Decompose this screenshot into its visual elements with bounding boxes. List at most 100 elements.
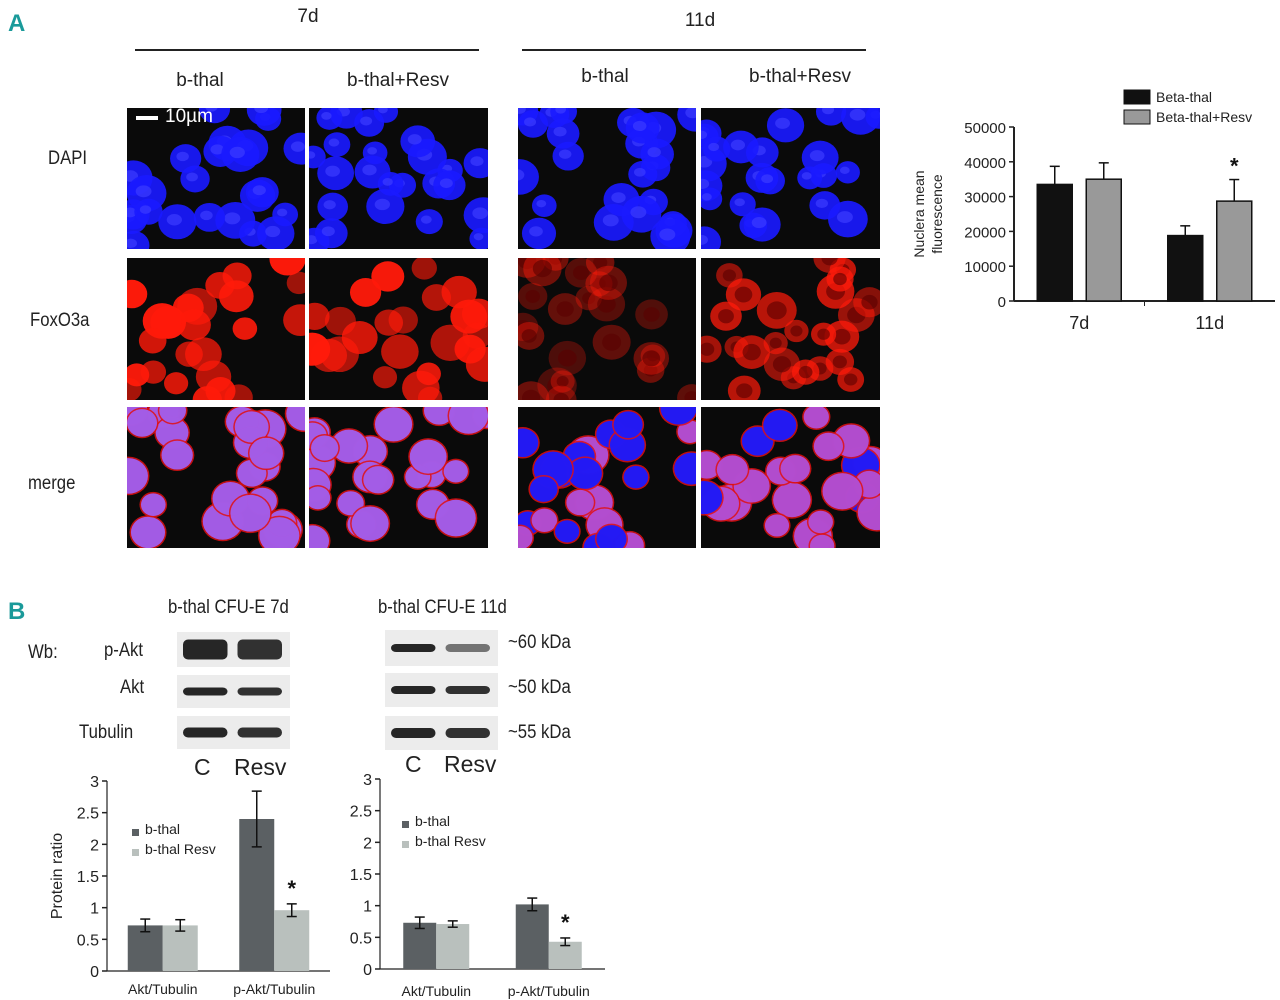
legend-label: Beta-thal [1156,89,1212,105]
y-tick-label: 20000 [964,224,1006,241]
significance-mark: * [287,876,296,901]
y-tick-label: 1.5 [350,867,372,884]
lane-label-c-11d: C [405,751,422,777]
panel-letter-b: B [8,598,26,625]
chart-protein-ratio-7d: 0 0.5 1 1.5 2 2.5 3 Protein ratio Akt/Tubulin p-A… [49,774,330,997]
y-axis-label: fluorescence [929,174,945,254]
row-label-akt: Akt [120,677,145,698]
bar-b-thal-resv [274,910,310,971]
micrograph-merge-7d-bthal [127,407,305,548]
lane-label-c-7d: C [194,754,211,780]
y-tick-label: 1 [363,899,372,916]
legend-label: b-thal Resv [145,841,216,857]
y-tick-label: 2.5 [350,804,372,821]
legend-swatch [1123,109,1151,125]
y-tick-label: 30000 [964,190,1006,207]
legend-swatch [1123,89,1151,105]
divider-11d [522,49,866,51]
chart-nuclear-fluorescence: 0 10000 20000 30000 40000 50000 Nuclera mean fl… [911,89,1275,333]
legend-label: b-thal [415,813,450,829]
micrograph-dapi-11d-bthal [518,108,696,249]
bar-b-thal-resv [436,924,470,969]
bar-b-thal [127,925,163,971]
lane-label-resv-7d: Resv [234,754,287,780]
wb-label: Wb: [28,642,58,663]
x-tick-label: p-Akt/Tubulin [233,981,315,997]
x-tick-label: p-Akt/Tubulin [508,983,590,999]
bar-beta-thal-resv [1085,178,1122,302]
blot-title-7d: b-thal CFU-E 7d [168,597,289,618]
y-tick-label: 10000 [964,259,1006,276]
y-tick-label: 50000 [964,120,1006,137]
x-tick-label: Akt/Tubulin [128,981,198,997]
bar-beta-thal [1167,234,1204,302]
kda-label-60: ~60 kDa [508,632,571,653]
y-tick-label: 2 [90,837,99,854]
legend-label: b-thal Resv [415,833,486,849]
micrograph-merge-11d-bthal-resv [701,407,880,548]
y-tick-label: 3 [363,772,372,789]
y-tick-label: 2 [363,835,372,852]
micrograph-foxo3a-7d-bthal-resv [309,258,488,400]
significance-mark: * [561,910,570,935]
row-label-foxo3a: FoxO3a [30,310,90,331]
y-tick-label: 1 [90,901,99,918]
blot-akt-11d [385,673,498,707]
micrograph-dapi-7d-bthal-resv [309,108,488,249]
blot-title-11d: b-thal CFU-E 11d [378,597,507,618]
blot-tubulin-11d [385,716,498,750]
y-tick-label: 0.5 [77,932,99,949]
column-label-7d-bthal: b-thal [176,70,224,91]
blot-pakt-11d [385,630,498,666]
panel-letter-a: A [8,10,26,37]
y-tick-label: 0.5 [350,930,372,947]
y-tick-label: 40000 [964,155,1006,172]
micrograph-foxo3a-11d-bthal [518,258,696,400]
legend-swatch [132,849,139,856]
divider-7d [135,49,479,51]
row-label-merge: merge [28,473,76,494]
column-label-11d-bthal: b-thal [581,66,629,87]
micrograph-dapi-11d-bthal-resv [701,108,880,249]
y-tick-label: 2.5 [77,806,99,823]
y-tick-label: 3 [90,774,99,791]
x-tick-label: Akt/Tubulin [401,983,471,999]
legend-swatch [402,821,409,828]
micrograph-foxo3a-11d-bthal-resv [701,258,880,400]
lane-label-resv-11d: Resv [444,751,497,777]
bar-b-thal-resv [162,925,198,971]
x-tick-label: 11d [1195,313,1224,333]
significance-mark: * [1230,154,1239,179]
y-tick-label: 0 [363,962,372,979]
y-tick-label: 0 [998,294,1006,311]
bar-b-thal [515,904,549,969]
y-tick-label: 1.5 [77,869,99,886]
kda-label-50: ~50 kDa [508,677,571,698]
x-tick-label: 7d [1069,313,1089,333]
scale-bar [136,116,158,120]
y-axis-label: Protein ratio [49,833,66,919]
micrograph-dapi-7d-bthal [127,108,305,249]
blot-tubulin-7d [177,716,290,749]
bar-beta-thal-resv [1216,200,1253,302]
blot-pakt-7d [177,632,290,667]
blot-akt-7d [177,675,290,708]
kda-label-55: ~55 kDa [508,722,571,743]
micrograph-merge-11d-bthal [518,407,696,548]
column-label-7d-bthal-resv: b-thal+Resv [347,70,449,91]
y-axis-label: Nuclera mean [911,170,927,257]
scale-bar-label: 10µm [165,106,213,127]
row-label-tubulin: Tubulin [79,722,134,743]
micrograph-merge-7d-bthal-resv [309,407,488,548]
legend-label: Beta-thal+Resv [1156,109,1252,125]
time-label-11d: 11d [684,10,716,31]
chart-protein-ratio-11d: 0 0.5 1 1.5 2 2.5 3 Akt/Tubulin p-Akt/Tubulin * b-… [350,772,605,999]
bar-b-thal [403,922,437,969]
y-tick-label: 0 [90,964,99,981]
legend-label: b-thal [145,821,180,837]
legend-swatch [402,841,409,848]
row-label-dapi: DAPI [48,148,88,169]
micrograph-foxo3a-7d-bthal [127,258,305,400]
time-label-7d: 7d [297,6,319,27]
row-label-pakt: p-Akt [104,640,144,661]
